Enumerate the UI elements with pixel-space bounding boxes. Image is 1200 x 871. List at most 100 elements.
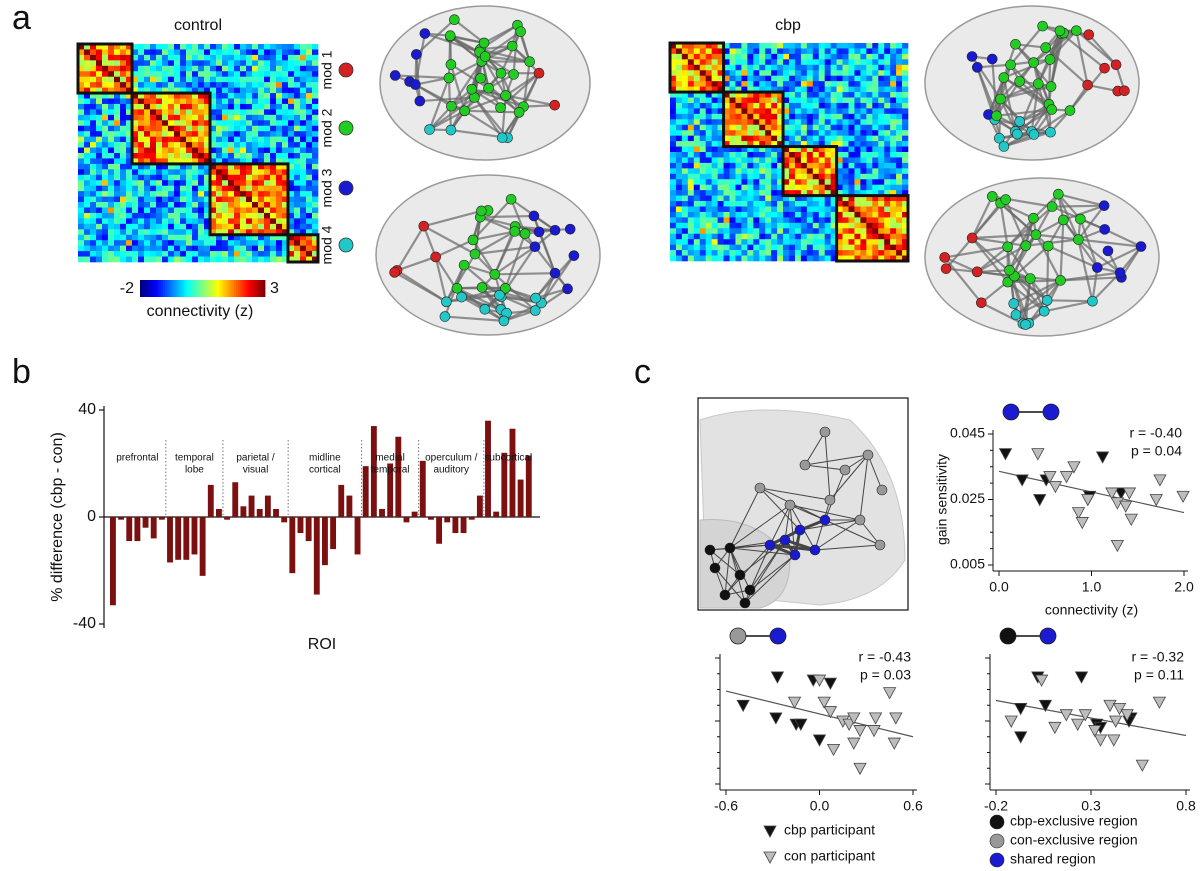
matrix-cell xyxy=(878,48,885,55)
matrix-cell xyxy=(902,43,909,49)
matrix-cell xyxy=(866,244,873,251)
matrix-cell xyxy=(102,71,109,77)
matrix-cell xyxy=(884,201,891,207)
matrix-cell xyxy=(812,250,820,256)
matrix-cell xyxy=(812,255,820,262)
matrix-cell xyxy=(890,195,897,202)
matrix-cell xyxy=(84,185,91,192)
matrix-cell xyxy=(216,65,223,72)
matrix-cell xyxy=(300,142,307,148)
matrix-cell xyxy=(294,65,301,72)
brain-node xyxy=(515,26,526,37)
matrix-cell xyxy=(747,162,754,169)
matrix-cell xyxy=(312,147,319,154)
matrix-cell xyxy=(866,195,873,202)
matrix-cell xyxy=(687,228,695,235)
matrix-cell xyxy=(144,180,151,186)
matrix-cell xyxy=(96,131,103,137)
matrix-cell xyxy=(114,218,121,225)
matrix-cell xyxy=(84,180,91,186)
matrix-cell xyxy=(234,240,241,246)
matrix-cell xyxy=(777,244,784,251)
group-label: prefrontal xyxy=(116,453,158,464)
matrix-cell xyxy=(180,229,187,236)
matrix-cell xyxy=(300,82,307,88)
matrix-cell xyxy=(216,223,223,230)
matrix-cell xyxy=(699,86,706,93)
matrix-cell xyxy=(800,141,808,147)
matrix-cell xyxy=(156,71,163,77)
brain-edge xyxy=(428,77,450,130)
matrix-cell xyxy=(830,102,837,109)
matrix-cell xyxy=(210,240,217,246)
inset-edge xyxy=(769,543,816,552)
brain-node xyxy=(529,241,541,253)
matrix-cell xyxy=(699,70,706,76)
matrix-cell xyxy=(132,234,139,241)
matrix-cell xyxy=(276,163,283,170)
matrix-cell xyxy=(693,184,701,191)
matrix-cell xyxy=(896,141,903,147)
matrix-cell xyxy=(198,120,205,127)
matrix-cell xyxy=(818,53,825,60)
matrix-cell xyxy=(741,217,748,224)
inset-node xyxy=(794,524,806,536)
matrix-cell xyxy=(294,60,301,67)
brain-node xyxy=(966,232,978,244)
matrix-cell xyxy=(687,255,695,262)
matrix-cell xyxy=(890,146,897,153)
matrix-cell xyxy=(210,180,217,186)
matrix-cell xyxy=(681,217,689,224)
matrix-cell xyxy=(150,251,157,257)
colorbar-cell xyxy=(183,280,187,297)
matrix-cell xyxy=(126,191,133,197)
matrix-cell xyxy=(789,211,796,218)
matrix-cell xyxy=(138,185,145,192)
matrix-cell xyxy=(162,256,169,263)
matrix-cell xyxy=(312,207,319,214)
matrix-cell xyxy=(282,44,289,50)
matrix-cell xyxy=(789,92,796,98)
matrix-cell xyxy=(884,162,891,169)
matrix-cell xyxy=(670,250,677,256)
legend-label: con participant xyxy=(784,848,875,864)
matrix-cell xyxy=(216,256,223,263)
matrix-cell xyxy=(96,103,103,110)
matrix-cell xyxy=(264,256,271,263)
matrix-cell xyxy=(812,190,820,196)
matrix-cell xyxy=(699,211,706,218)
matrix-cell xyxy=(896,152,903,158)
matrix-cell xyxy=(789,222,796,229)
matrix-cell xyxy=(210,103,217,110)
matrix-cell xyxy=(162,120,169,127)
matrix-cell xyxy=(735,152,742,158)
matrix-cell xyxy=(735,59,742,66)
legend-marker xyxy=(989,814,1005,830)
matrix-cell xyxy=(282,147,289,154)
matrix-cell xyxy=(252,218,259,225)
matrix-cell xyxy=(180,103,187,110)
matrix-cell xyxy=(735,195,742,202)
matrix-cell xyxy=(896,53,903,60)
matrix-cell xyxy=(896,206,903,213)
matrix-cell xyxy=(717,59,724,66)
matrix-cell xyxy=(777,81,784,87)
matrix-cell xyxy=(729,59,736,66)
matrix-cell xyxy=(126,60,133,67)
matrix-cell xyxy=(282,218,289,225)
matrix-cell xyxy=(258,49,265,56)
matrix-cell xyxy=(812,97,820,104)
matrix-cell xyxy=(78,191,85,197)
matrix-cell xyxy=(818,97,825,104)
matrix-cell xyxy=(186,234,193,241)
matrix-cell xyxy=(276,185,283,192)
matrix-cell xyxy=(186,251,193,257)
matrix-cell xyxy=(699,244,706,251)
brain-node xyxy=(533,67,545,79)
matrix-cell xyxy=(156,240,163,246)
data-point xyxy=(736,699,750,713)
matrix-cell xyxy=(753,233,760,240)
matrix-cell xyxy=(240,158,247,165)
matrix-cell xyxy=(234,82,241,88)
matrix-cell xyxy=(198,174,205,181)
